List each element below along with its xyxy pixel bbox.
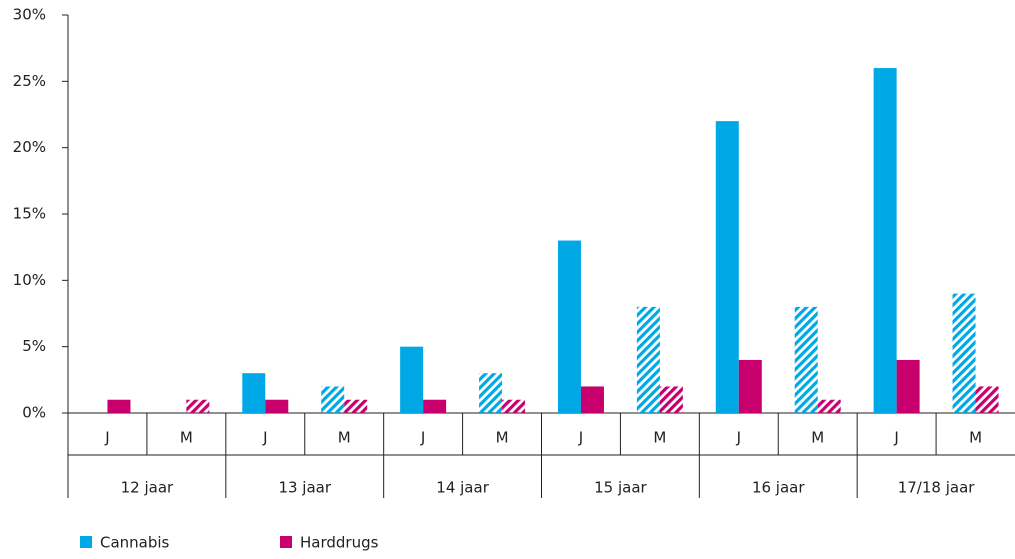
legend-label: Cannabis xyxy=(100,534,170,552)
bar xyxy=(479,373,503,413)
bar xyxy=(975,386,999,413)
y-tick-label: 5% xyxy=(22,337,46,355)
x-tick-label: J xyxy=(104,429,109,447)
bar xyxy=(738,359,762,413)
legend-swatch xyxy=(80,536,92,548)
bar xyxy=(321,386,345,413)
x-tick-label: J xyxy=(736,429,741,447)
x-tick-label: M xyxy=(653,429,666,447)
group-label: 13 jaar xyxy=(278,479,331,497)
x-tick-label: J xyxy=(420,429,425,447)
x-tick-label: J xyxy=(262,429,267,447)
y-tick-label: 0% xyxy=(22,404,46,422)
group-label: 15 jaar xyxy=(594,479,647,497)
bar xyxy=(873,68,897,414)
bar xyxy=(715,121,739,413)
x-tick-label: M xyxy=(811,429,824,447)
bar xyxy=(952,293,976,413)
bar xyxy=(400,346,424,413)
y-tick-label: 10% xyxy=(13,271,46,289)
legend-label: Harddrugs xyxy=(300,534,379,552)
bar xyxy=(344,399,368,413)
bar xyxy=(896,359,920,413)
bar xyxy=(794,306,818,413)
bar xyxy=(423,399,447,413)
bar xyxy=(636,306,660,413)
bar xyxy=(580,386,604,413)
bar xyxy=(659,386,683,413)
x-tick-label: M xyxy=(180,429,193,447)
legend-swatch xyxy=(280,536,292,548)
group-label: 12 jaar xyxy=(121,479,174,497)
group-label: 14 jaar xyxy=(436,479,489,497)
bar xyxy=(242,373,266,413)
y-tick-label: 20% xyxy=(13,138,46,156)
y-tick-label: 15% xyxy=(13,205,46,223)
group-label: 17/18 jaar xyxy=(898,479,976,497)
bar xyxy=(502,399,526,413)
group-label: 16 jaar xyxy=(752,479,805,497)
x-tick-label: M xyxy=(496,429,509,447)
x-tick-label: M xyxy=(969,429,982,447)
x-tick-label: J xyxy=(578,429,583,447)
bar xyxy=(557,240,581,413)
x-tick-label: J xyxy=(893,429,898,447)
y-tick-label: 25% xyxy=(13,72,46,90)
x-tick-label: M xyxy=(338,429,351,447)
bar xyxy=(186,399,210,413)
y-tick-label: 30% xyxy=(13,6,46,24)
bar xyxy=(107,399,131,413)
bar xyxy=(817,399,841,413)
bar xyxy=(265,399,289,413)
